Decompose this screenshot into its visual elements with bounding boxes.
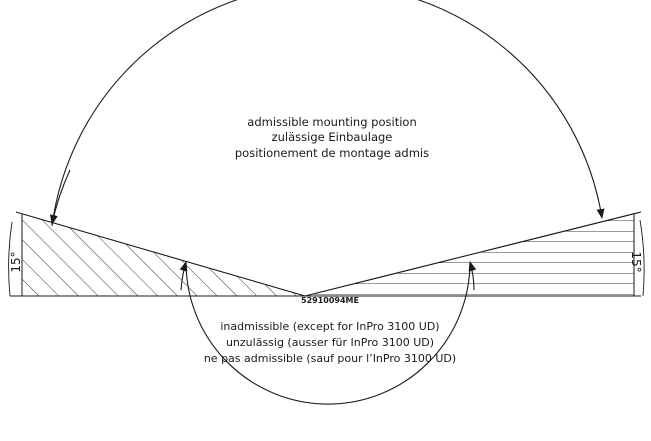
inadmissible-label-en: inadmissible (except for InPro 3100 UD): [220, 320, 439, 333]
admissible-arc: [51, 0, 605, 227]
inadmissible-arc-right-arrow: [468, 261, 477, 291]
inadmissible-label-fr: ne pas admissible (sauf pour l’InPro 310…: [204, 352, 456, 365]
admissible-arc-left-arrow: [49, 169, 71, 225]
left-angle-dimension: [8, 221, 13, 297]
admissible-label-de: zulässige Einbaulage: [272, 130, 393, 144]
right-angle-dimension: [639, 219, 645, 297]
admissible-label-en: admissible mounting position: [247, 115, 416, 129]
inadmissible-label-de: unzulässig (ausser für InPro 3100 UD): [226, 336, 434, 349]
left-angle-label: 15°: [9, 251, 23, 272]
inadmissible-arc-left-arrow: [179, 261, 188, 291]
left-limit-line: [15, 211, 306, 297]
right-limit-line: [304, 211, 642, 297]
drawing-code: 52910094ME: [301, 296, 359, 305]
right-angle-label: 15°: [629, 251, 643, 272]
admissible-label-fr: positionement de montage admis: [235, 146, 429, 160]
inadmissible-arc: [185, 261, 471, 405]
